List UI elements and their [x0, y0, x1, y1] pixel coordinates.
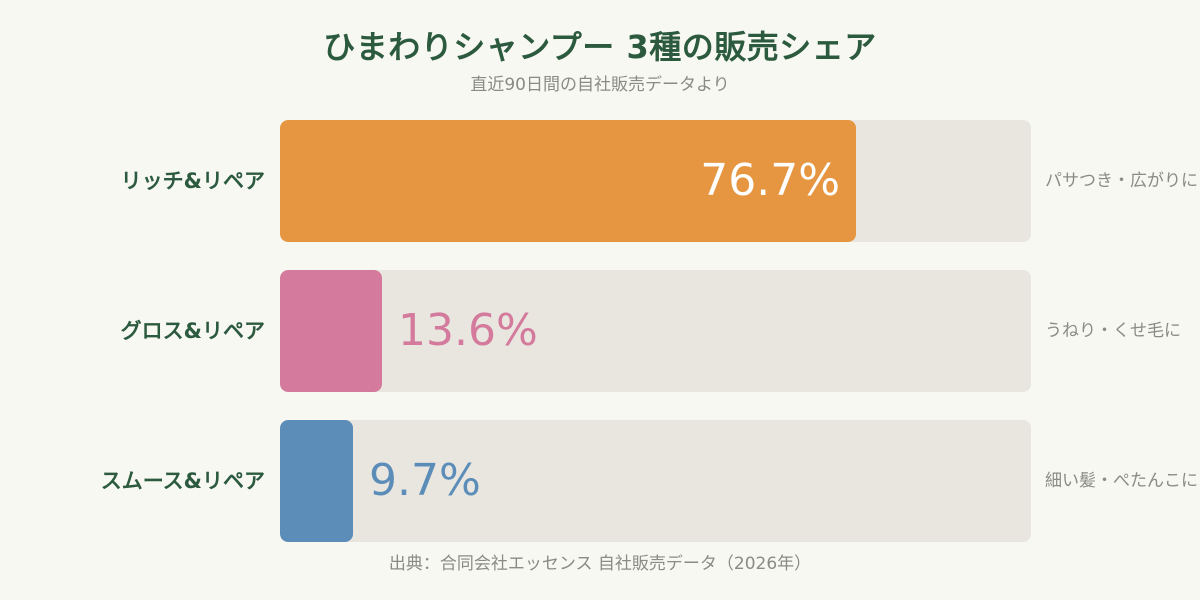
value-label: 76.7% — [700, 155, 840, 206]
bar — [280, 270, 382, 392]
category-note: 細い髪・ぺたんこに — [1045, 471, 1198, 491]
bar-track — [280, 270, 1031, 392]
value-label: 13.6% — [398, 305, 538, 356]
bar-track — [280, 420, 1031, 542]
chart-subtitle: 直近90日間の自社販売データより — [470, 75, 730, 95]
category-label: グロス&リペア — [120, 319, 265, 343]
bar-row-gloss-repair: グロス&リペア 13.6% うねり・くせ毛に — [0, 270, 1200, 392]
category-label: スムース&リペア — [100, 469, 265, 493]
bar-row-smooth-repair: スムース&リペア 9.7% 細い髪・ぺたんこに — [0, 420, 1200, 542]
category-label: リッチ&リペア — [120, 169, 265, 193]
bar — [280, 120, 856, 242]
category-note: パサつき・広がりに — [1045, 171, 1198, 191]
category-note: うねり・くせ毛に — [1045, 321, 1181, 341]
bar — [280, 420, 353, 542]
bar-row-rich-repair: リッチ&リペア 76.7% パサつき・広がりに — [0, 120, 1200, 242]
source-note: 出典：合同会社エッセンス 自社販売データ（2026年） — [388, 554, 812, 574]
bar-track — [280, 120, 1031, 242]
chart-title: ひまわりシャンプー 3種の販売シェア — [323, 28, 877, 66]
value-label: 9.7% — [369, 455, 481, 506]
